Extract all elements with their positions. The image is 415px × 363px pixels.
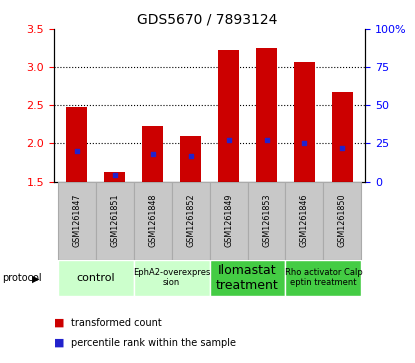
Bar bbox=[323, 182, 361, 260]
Text: GSM1261853: GSM1261853 bbox=[262, 194, 271, 247]
Bar bbox=[247, 182, 286, 260]
Point bbox=[301, 140, 308, 146]
Text: percentile rank within the sample: percentile rank within the sample bbox=[71, 338, 236, 348]
Text: GDS5670 / 7893124: GDS5670 / 7893124 bbox=[137, 13, 278, 27]
Bar bbox=[172, 182, 210, 260]
Bar bbox=[294, 62, 315, 182]
Bar bbox=[58, 182, 96, 260]
Text: GSM1261851: GSM1261851 bbox=[110, 194, 119, 247]
Bar bbox=[210, 182, 247, 260]
Text: Rho activator Calp
eptin treatment: Rho activator Calp eptin treatment bbox=[285, 268, 362, 287]
Point bbox=[339, 145, 346, 151]
Text: GSM1261849: GSM1261849 bbox=[224, 194, 233, 247]
Point bbox=[111, 172, 118, 178]
Text: ■: ■ bbox=[54, 338, 64, 348]
Text: GSM1261847: GSM1261847 bbox=[72, 194, 81, 247]
Text: EphA2-overexpres
sion: EphA2-overexpres sion bbox=[133, 268, 210, 287]
Point bbox=[263, 138, 270, 143]
Point bbox=[149, 151, 156, 157]
Bar bbox=[142, 126, 163, 182]
Text: protocol: protocol bbox=[2, 273, 42, 284]
Point bbox=[187, 153, 194, 159]
Point bbox=[225, 138, 232, 143]
Text: GSM1261848: GSM1261848 bbox=[148, 194, 157, 247]
Bar bbox=[134, 260, 210, 296]
Point bbox=[73, 148, 80, 154]
Text: ▶: ▶ bbox=[32, 273, 40, 284]
Text: transformed count: transformed count bbox=[71, 318, 161, 328]
Text: ■: ■ bbox=[54, 318, 64, 328]
Bar bbox=[332, 91, 353, 182]
Text: GSM1261846: GSM1261846 bbox=[300, 194, 309, 247]
Bar bbox=[96, 182, 134, 260]
Bar bbox=[256, 48, 277, 182]
Text: GSM1261850: GSM1261850 bbox=[338, 194, 347, 247]
Bar bbox=[210, 260, 286, 296]
Bar bbox=[180, 136, 201, 182]
Bar bbox=[218, 50, 239, 182]
Text: GSM1261852: GSM1261852 bbox=[186, 194, 195, 247]
Bar bbox=[66, 107, 87, 182]
Text: control: control bbox=[76, 273, 115, 283]
Bar bbox=[286, 260, 361, 296]
Bar bbox=[134, 182, 172, 260]
Bar bbox=[286, 182, 323, 260]
Bar bbox=[104, 172, 125, 182]
Text: Ilomastat
treatment: Ilomastat treatment bbox=[216, 264, 279, 292]
Bar bbox=[58, 260, 134, 296]
